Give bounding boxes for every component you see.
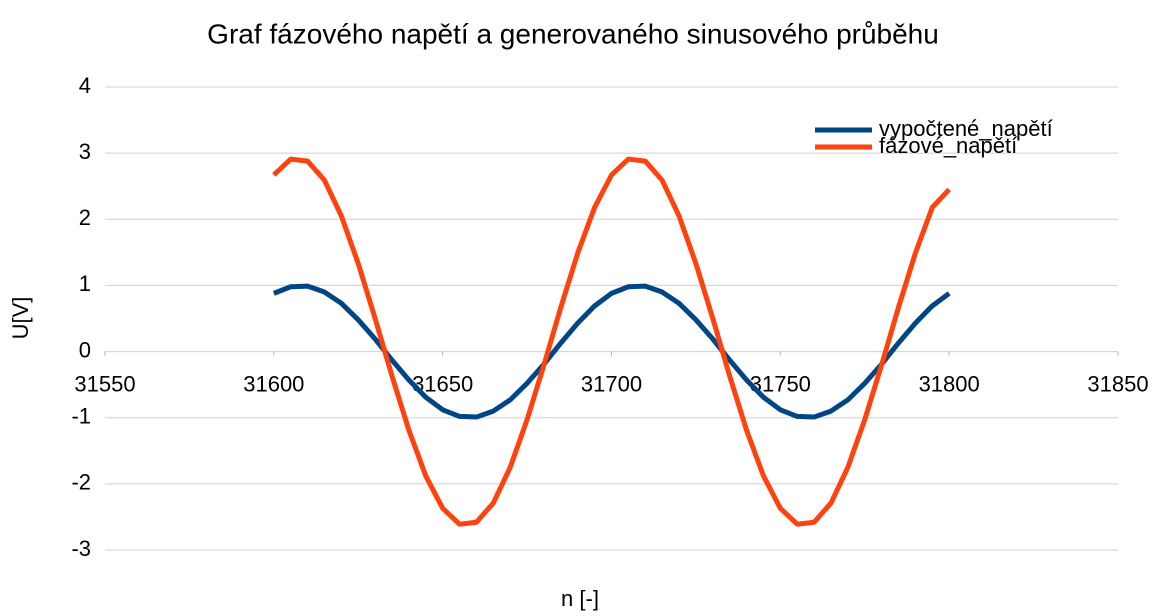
legend-label: fázové_napětí (879, 133, 1017, 158)
y-tick-label: 2 (79, 205, 91, 230)
y-tick-label: 3 (79, 139, 91, 164)
y-tick-label: 4 (79, 73, 91, 98)
x-tick-label: 31700 (581, 371, 642, 396)
x-axis-label: n [-] (561, 586, 599, 611)
y-tick-label: -1 (71, 404, 91, 429)
y-tick-label: -2 (71, 470, 91, 495)
legend-label: vypočtené_napětí (879, 116, 1053, 141)
y-tick-label: -3 (71, 536, 91, 561)
y-axis-label: U[V] (8, 297, 33, 340)
x-tick-label: 31600 (243, 371, 304, 396)
y-tick-label: 0 (79, 337, 91, 362)
chart-title: Graf fázového napětí a generovaného sinu… (207, 18, 939, 49)
series-line (272, 156, 951, 527)
x-tick-label: 31850 (1087, 371, 1148, 396)
x-tick-label: 31800 (919, 371, 980, 396)
x-tick-label: 31550 (74, 371, 135, 396)
y-tick-label: 1 (79, 271, 91, 296)
